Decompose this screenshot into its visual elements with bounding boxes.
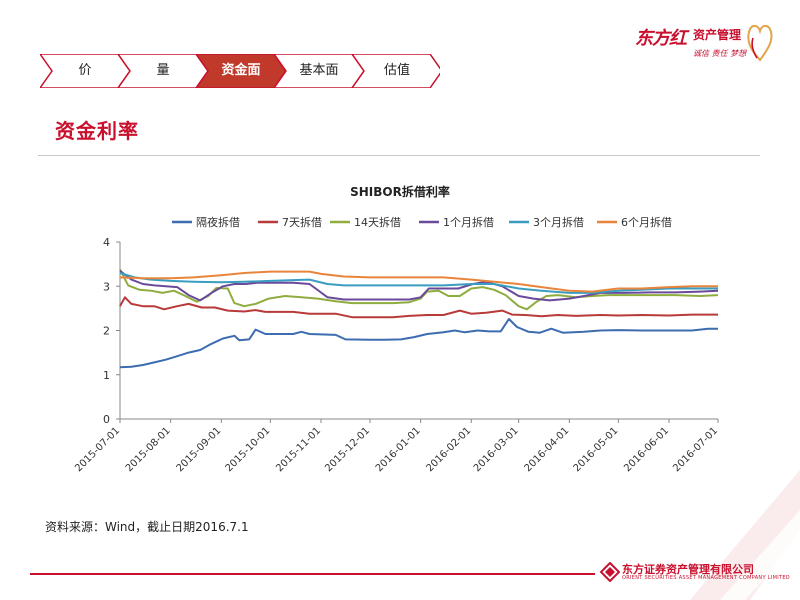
nav-tab-shape-3[interactable] <box>273 54 365 88</box>
nav-tab-3[interactable]: 基本面 <box>299 63 339 78</box>
y-tick-label: 0 <box>103 413 110 426</box>
y-tick-label: 2 <box>103 325 110 338</box>
company-name-en: ORIENT SECURITIES ASSET MANAGEMENT COMPA… <box>622 575 790 581</box>
series-line-4 <box>119 272 718 294</box>
legend-label-1: 7天拆借 <box>282 215 322 229</box>
x-tick-label: 2016-06-01 <box>622 425 671 474</box>
source-note: 资料来源：Wind，截止日期2016.7.1 <box>45 520 249 534</box>
legend-label-2: 14天拆借 <box>354 215 401 229</box>
x-tick-label: 2016-07-01 <box>671 425 720 474</box>
nav-tab-shape-2[interactable] <box>195 54 287 88</box>
nav-tab-shape-0[interactable] <box>40 54 131 88</box>
title-divider <box>38 155 760 156</box>
x-tick-label: 2015-08-01 <box>124 425 173 474</box>
company-name: 东方证券资产管理有限公司 <box>622 563 754 576</box>
x-tick-label: 2016-01-01 <box>374 425 423 474</box>
legend-label-4: 3个月拆借 <box>533 215 584 229</box>
y-tick-label: 1 <box>103 369 110 382</box>
company-logo-icon <box>600 562 620 582</box>
heart-icon <box>747 24 773 62</box>
chart-title: SHIBOR拆借利率 <box>350 185 450 199</box>
x-tick-label: 2015-07-01 <box>73 425 122 474</box>
brand-logo: 东方红 资产管理 诚信 责任 梦想 <box>635 18 775 74</box>
x-tick-label: 2016-05-01 <box>572 425 621 474</box>
series-line-5 <box>119 270 718 293</box>
legend-label-3: 1个月拆借 <box>443 215 494 229</box>
legend-label-5: 6个月拆借 <box>621 215 672 229</box>
x-tick-label: 2016-04-01 <box>523 425 572 474</box>
x-tick-label: 2016-03-01 <box>472 425 521 474</box>
nav-tab-0[interactable]: 价 <box>78 63 92 78</box>
corner-watermark <box>690 470 800 600</box>
x-tick-label: 2015-09-01 <box>175 425 224 474</box>
nav-tab-4[interactable]: 估值 <box>383 63 410 78</box>
x-tick-label: 2015-11-01 <box>274 425 323 474</box>
legend-label-0: 隔夜拆借 <box>196 215 240 229</box>
x-tick-label: 2016-02-01 <box>425 425 474 474</box>
series-line-3 <box>119 270 719 302</box>
brand-name: 东方红 <box>635 28 687 49</box>
footer-divider <box>30 573 595 575</box>
brand-slogan: 诚信 责任 梦想 <box>693 49 747 58</box>
page-title: 资金利率 <box>55 119 139 143</box>
nav-tab-1[interactable]: 量 <box>156 63 170 78</box>
nav-tab-2[interactable]: 资金面 <box>221 63 261 78</box>
nav-chevrons <box>40 54 440 88</box>
nav-tab-shape-4[interactable] <box>351 54 440 88</box>
x-tick-label: 2015-10-01 <box>224 425 273 474</box>
x-tick-label: 2015-12-01 <box>323 425 372 474</box>
brand-subtitle: 资产管理 <box>693 28 742 42</box>
y-tick-label: 3 <box>103 280 110 293</box>
y-tick-label: 4 <box>103 236 110 249</box>
series-line-1 <box>119 296 718 319</box>
series-line-0 <box>119 318 718 369</box>
nav-tab-shape-1[interactable] <box>117 54 209 88</box>
